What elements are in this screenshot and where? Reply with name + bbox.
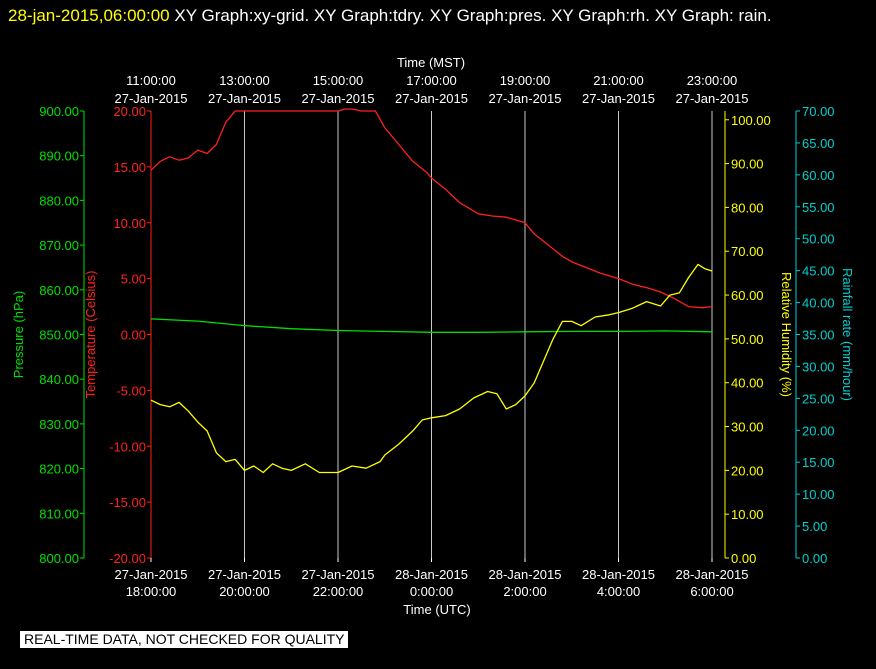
temperature-tick-label: -10.00 (109, 439, 146, 454)
rainfall-tick-label: 40.00 (802, 296, 835, 311)
bottom-tick-time: 18:00:00 (126, 584, 177, 599)
pressure-axis-label: Pressure (hPa) (11, 291, 26, 378)
pressure-tick-label: 850.00 (39, 328, 79, 343)
pressure-tick-label: 820.00 (39, 462, 79, 477)
bottom-axis-label: Time (UTC) (403, 602, 470, 617)
humidity-tick-label: 10.00 (731, 507, 764, 522)
bottom-tick-time: 4:00:00 (597, 584, 640, 599)
pressure-series-line (150, 318, 713, 333)
pressure-tick-label: 810.00 (39, 506, 79, 521)
pressure-tick-label: 870.00 (39, 238, 79, 253)
bottom-tick-date: 28-Jan-2015 (489, 567, 562, 582)
temperature-tick-label: 5.00 (121, 272, 146, 287)
humidity-tick-label: 90.00 (731, 157, 764, 172)
rainfall-tick-label: 35.00 (802, 328, 835, 343)
rainfall-tick-label: 60.00 (802, 168, 835, 183)
bottom-tick-time: 6:00:00 (690, 584, 733, 599)
bottom-tick-date: 28-Jan-2015 (676, 567, 749, 582)
rainfall-tick-label: 50.00 (802, 232, 835, 247)
rainfall-tick-label: 5.00 (802, 519, 827, 534)
humidity-tick-label: 80.00 (731, 200, 764, 215)
top-tick-date: 27-Jan-2015 (302, 91, 375, 106)
quality-notice: REAL-TIME DATA, NOT CHECKED FOR QUALITY (20, 631, 349, 648)
top-tick-date: 27-Jan-2015 (582, 91, 655, 106)
bottom-tick-time: 22:00:00 (313, 584, 364, 599)
top-tick-date: 27-Jan-2015 (676, 91, 749, 106)
rainfall-tick-label: 65.00 (802, 136, 835, 151)
rainfall-tick-label: 70.00 (802, 104, 835, 119)
top-tick-time: 17:00:00 (406, 73, 457, 88)
top-tick-time: 11:00:00 (126, 73, 176, 88)
rainfall-tick-label: 25.00 (802, 391, 835, 406)
temperature-tick-label: 0.00 (121, 328, 146, 343)
temperature-axis-label: Temperature (Celsius) (83, 271, 98, 399)
bottom-tick-date: 27-Jan-2015 (115, 567, 188, 582)
pressure-tick-label: 880.00 (39, 193, 79, 208)
temperature-series-line (150, 108, 713, 309)
top-tick-date: 27-Jan-2015 (115, 91, 188, 106)
graph-titles: XY Graph:xy-grid. XY Graph:tdry. XY Grap… (174, 6, 772, 25)
humidity-tick-label: 30.00 (731, 420, 764, 435)
temperature-tick-label: 10.00 (113, 216, 146, 231)
rainfall-tick-label: 55.00 (802, 200, 835, 215)
temperature-tick-label: -5.00 (116, 383, 146, 398)
temperature-tick-label: -15.00 (109, 495, 146, 510)
humidity-tick-label: 50.00 (731, 332, 764, 347)
rainfall-tick-label: 45.00 (802, 264, 835, 279)
pressure-tick-label: 900.00 (39, 104, 79, 119)
humidity-axis-label: Relative Humidity (%) (779, 272, 794, 397)
humidity-tick-label: 40.00 (731, 376, 764, 391)
rainfall-tick-label: 15.00 (802, 455, 835, 470)
pressure-tick-label: 800.00 (39, 551, 79, 566)
humidity-series-line (150, 263, 713, 474)
top-tick-time: 23:00:00 (687, 73, 738, 88)
bottom-tick-date: 28-Jan-2015 (582, 567, 655, 582)
header: 28-jan-2015,06:00:00 XY Graph:xy-grid. X… (8, 2, 868, 29)
timestamp: 28-jan-2015,06:00:00 (8, 6, 170, 25)
humidity-tick-label: 20.00 (731, 463, 764, 478)
top-tick-time: 15:00:00 (313, 73, 364, 88)
humidity-tick-label: 0.00 (731, 551, 756, 566)
top-tick-date: 27-Jan-2015 (208, 91, 281, 106)
pressure-tick-label: 830.00 (39, 417, 79, 432)
rainfall-tick-label: 20.00 (802, 423, 835, 438)
rainfall-tick-label: 0.00 (802, 551, 827, 566)
humidity-tick-label: 70.00 (731, 244, 764, 259)
bottom-tick-date: 27-Jan-2015 (208, 567, 281, 582)
top-tick-time: 19:00:00 (500, 73, 551, 88)
bottom-tick-time: 0:00:00 (410, 584, 453, 599)
pressure-tick-label: 860.00 (39, 283, 79, 298)
top-tick-time: 13:00:00 (219, 73, 270, 88)
rainfall-tick-label: 10.00 (802, 487, 835, 502)
temperature-tick-label: 20.00 (113, 104, 146, 119)
humidity-tick-label: 60.00 (731, 288, 764, 303)
pressure-tick-label: 890.00 (39, 149, 79, 164)
humidity-tick-label: 100.00 (731, 113, 771, 128)
bottom-tick-time: 20:00:00 (219, 584, 270, 599)
top-axis-label: Time (MST) (397, 55, 465, 70)
bottom-tick-time: 2:00:00 (503, 584, 546, 599)
bottom-tick-date: 27-Jan-2015 (302, 567, 375, 582)
pressure-tick-label: 840.00 (39, 372, 79, 387)
bottom-tick-date: 28-Jan-2015 (395, 567, 468, 582)
rainfall-axis-label: Rainfall rate (mm/hour) (840, 268, 855, 401)
rainfall-tick-label: 30.00 (802, 359, 835, 374)
top-tick-date: 27-Jan-2015 (489, 91, 562, 106)
top-tick-date: 27-Jan-2015 (395, 91, 468, 106)
temperature-tick-label: 15.00 (113, 160, 146, 175)
top-tick-time: 21:00:00 (593, 73, 644, 88)
temperature-tick-label: -20.00 (109, 551, 146, 566)
